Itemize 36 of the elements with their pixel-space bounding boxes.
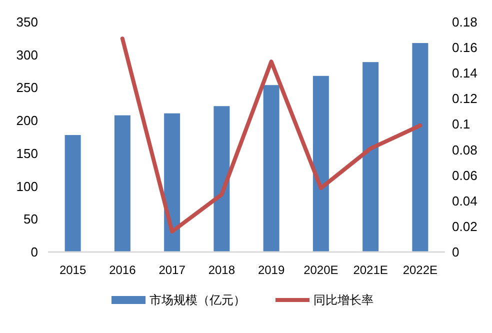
legend-label: 市场规模（亿元） [150,293,246,307]
x-tick-label: 2015 [59,263,86,277]
legend-label: 同比增长率 [314,293,374,307]
y-tick-label: 150 [16,146,38,161]
x-tick-label: 2019 [258,263,285,277]
bar [164,113,180,252]
x-tick-label: 2016 [109,263,136,277]
y-tick-label: 300 [16,47,38,62]
y-tick-label: 250 [16,80,38,96]
y-tick-label: 50 [24,212,38,227]
bar [412,43,428,252]
bar [362,62,379,252]
y2-tick-label: 0.08 [452,142,478,158]
y2-tick-label: 0.16 [452,40,478,56]
x-tick-label: 2021E [353,263,388,277]
y2-tick-label: 0.06 [452,168,478,183]
x-tick-label: 2020E [304,263,338,277]
y2-tick-label: 0.18 [452,14,478,30]
x-tick-label: 2017 [158,263,186,277]
y-tick-label: 0 [30,244,38,260]
x-tick-label: 2022E [402,263,438,277]
y-tick-label: 100 [16,178,38,194]
bar [263,85,280,252]
y2-tick-label: 0.14 [452,66,478,81]
y2-tick-label: 0.12 [452,91,478,106]
y-tick-label: 350 [16,14,38,30]
bar [64,135,81,252]
bar [214,106,230,252]
x-tick-label: 2018 [208,263,236,277]
y2-tick-label: 0 [452,244,460,260]
y2-tick-label: 0.02 [452,218,478,234]
y2-tick-label: 0.04 [452,193,478,208]
y-tick-label: 200 [16,113,38,128]
y2-tick-label: 0.1 [452,116,470,132]
bar [312,76,329,252]
bar [114,115,130,252]
